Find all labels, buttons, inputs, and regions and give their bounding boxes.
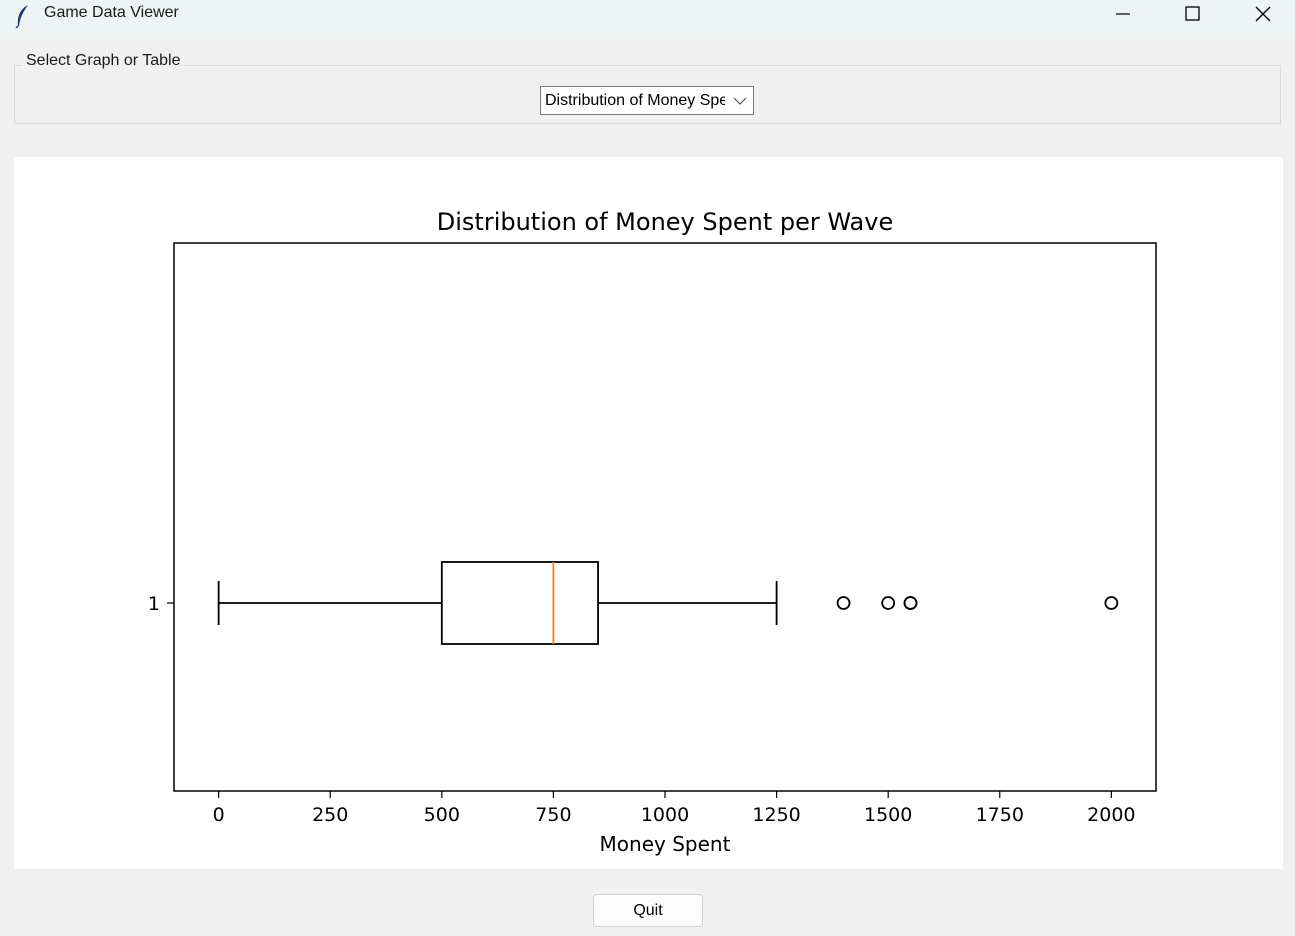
outlier-point — [903, 596, 918, 610]
quit-button[interactable]: Quit — [593, 894, 703, 927]
select-group — [14, 65, 1281, 124]
close-button[interactable] — [1240, 0, 1286, 30]
outlier-point — [1104, 596, 1119, 610]
x-tick-label: 500 — [424, 804, 460, 826]
x-tick-label: 750 — [535, 804, 571, 826]
x-tick-label: 0 — [213, 804, 225, 826]
y-tick-label: 1 — [148, 593, 160, 615]
outlier-point — [881, 596, 896, 610]
graph-select-combobox[interactable]: Distribution of Money Spent per Wave — [540, 86, 754, 115]
x-tick-label: 1750 — [976, 804, 1024, 826]
x-tick-label: 1500 — [864, 804, 912, 826]
outlier-point — [836, 596, 851, 610]
x-tick-label: 2000 — [1087, 804, 1135, 826]
chart-title: Distribution of Money Spent per Wave — [437, 208, 893, 236]
x-tick-label: 1000 — [641, 804, 689, 826]
x-axis-label: Money Spent — [600, 832, 731, 856]
x-tick-label: 250 — [312, 804, 348, 826]
maximize-button[interactable] — [1169, 0, 1215, 30]
maximize-icon — [1185, 6, 1200, 21]
window-title: Game Data Viewer — [44, 4, 179, 21]
chevron-down-icon — [733, 97, 747, 105]
minimize-icon — [1116, 13, 1130, 15]
select-group-label: Select Graph or Table — [22, 52, 185, 70]
close-icon — [1255, 6, 1271, 22]
graph-select-value: Distribution of Money Spent per Wave — [545, 92, 725, 109]
plot-panel: Distribution of Money Spent per Wave 0 25… — [14, 157, 1283, 869]
boxplot-chart: Distribution of Money Spent per Wave 0 25… — [148, 208, 1157, 856]
x-tick-label: 1250 — [752, 804, 800, 826]
minimize-button[interactable] — [1100, 0, 1146, 30]
plot-area — [173, 242, 1157, 792]
feather-icon — [15, 5, 28, 28]
title-bar: Game Data Viewer — [0, 0, 1295, 38]
iqr-box — [440, 561, 599, 645]
